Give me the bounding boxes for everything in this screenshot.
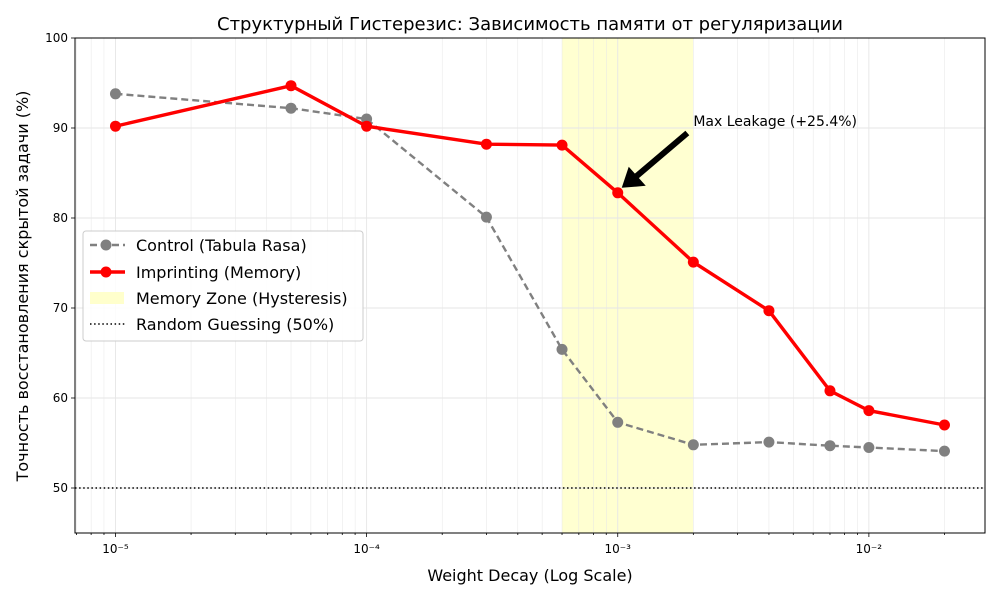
annotation-arrow-shaft [633, 130, 690, 180]
data-point-0 [612, 416, 624, 428]
y-axis-label: Точность восстановления скрытой задачи (… [13, 91, 32, 483]
data-point-1 [285, 80, 297, 92]
data-point-0 [480, 211, 492, 223]
data-point-1 [687, 256, 699, 268]
data-point-1 [109, 120, 121, 132]
y-tick-label: 80 [53, 211, 68, 225]
data-point-0 [109, 88, 121, 100]
annotation-arrow-head [621, 166, 646, 188]
data-point-0 [938, 445, 950, 457]
plot-frame [74, 37, 986, 534]
x-tick-label: 10⁻² [856, 542, 883, 556]
legend-label: Control (Tabula Rasa) [136, 236, 307, 255]
data-point-0 [556, 343, 568, 355]
legend: Control (Tabula Rasa) Imprinting (Memory)… [82, 230, 364, 342]
data-point-1 [938, 419, 950, 431]
data-point-1 [612, 187, 624, 199]
data-point-0 [687, 439, 699, 451]
legend-marker-imprinting [100, 266, 112, 278]
x-axis-label: Weight Decay (Log Scale) [427, 566, 632, 585]
y-tick-label: 50 [53, 481, 68, 495]
legend-label: Memory Zone (Hysteresis) [136, 289, 348, 308]
memory-zone-span [562, 38, 694, 533]
x-tick-label: 10⁻⁵ [102, 542, 129, 556]
y-tick-label: 100 [45, 31, 68, 45]
data-point-0 [824, 440, 836, 452]
chart-title: Структурный Гистерезис: Зависимость памя… [217, 14, 843, 35]
y-tick-label: 60 [53, 391, 68, 405]
data-point-1 [361, 120, 373, 132]
legend-swatch-memory-zone [90, 292, 124, 304]
x-tick-label: 10⁻⁴ [353, 542, 380, 556]
legend-label: Imprinting (Memory) [136, 263, 301, 282]
legend-marker-control [100, 239, 112, 251]
data-point-0 [285, 102, 297, 114]
y-tick-label: 70 [53, 301, 68, 315]
data-point-0 [763, 436, 775, 448]
data-point-1 [863, 405, 875, 417]
x-tick-label: 10⁻³ [605, 542, 632, 556]
legend-box [82, 230, 364, 342]
data-point-0 [863, 442, 875, 453]
data-point-1 [480, 138, 492, 150]
data-point-1 [556, 139, 568, 151]
data-point-1 [763, 305, 775, 317]
data-point-1 [824, 385, 836, 397]
legend-label: Random Guessing (50%) [136, 315, 334, 334]
y-tick-label: 90 [53, 121, 68, 135]
annotation-text: Max Leakage (+25.4%) [693, 114, 857, 130]
